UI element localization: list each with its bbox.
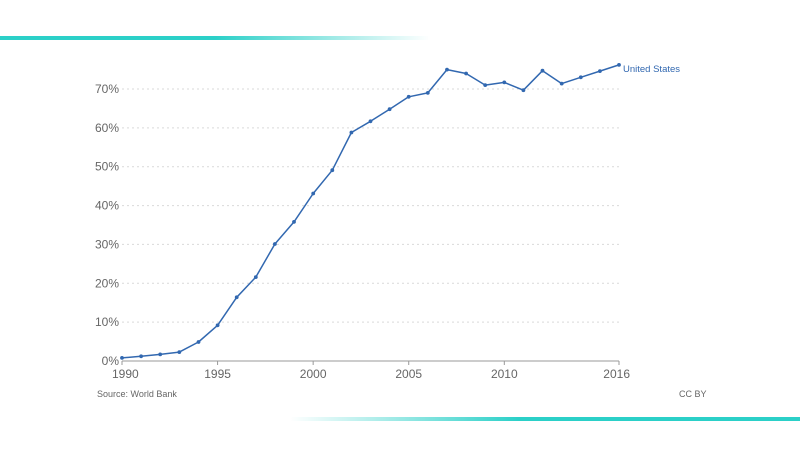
x-tick-label: 2000: [300, 367, 327, 381]
source-note: Source: World Bank: [97, 389, 177, 399]
data-point-2005: [406, 94, 411, 99]
x-tick-label: 1990: [112, 367, 139, 381]
gridlines: [122, 88, 619, 323]
y-tick-label: 10%: [95, 315, 119, 329]
series-label-united-states: United States: [623, 64, 680, 75]
data-point-2006: [425, 91, 430, 95]
data-point-1998: [273, 242, 277, 246]
data-point-1993: [177, 350, 182, 354]
y-tick-label: 60%: [95, 121, 119, 135]
data-point-2012: [540, 68, 545, 73]
x-tick-label: 1995: [204, 367, 231, 381]
data-point-2004: [387, 107, 392, 112]
y-tick-label: 0%: [102, 354, 120, 368]
data-point-2014: [578, 75, 583, 80]
y-tick-label: 40%: [95, 199, 119, 213]
data-point-2000: [311, 191, 316, 196]
data-point-2016: [617, 63, 621, 67]
x-tick-label: 2005: [395, 367, 422, 381]
data-point-2001: [330, 168, 335, 173]
data-point-2010: [502, 80, 507, 85]
bottom-accent-band: [290, 417, 800, 421]
y-tick-label: 70%: [95, 82, 119, 96]
axes: 0% 10% 20% 30% 40% 50% 60% 70% 1990 1995 2000 2005 2…: [95, 82, 630, 381]
data-point-1992: [158, 352, 163, 357]
data-point-2002: [349, 130, 354, 135]
x-tick-label: 2016: [603, 367, 630, 381]
data-point-2015: [598, 69, 602, 73]
data-point-1996: [234, 295, 239, 300]
y-tick-label: 20%: [95, 276, 119, 290]
data-point-1990: [120, 356, 124, 360]
x-tick-label: 2010: [491, 367, 518, 381]
data-point-1991: [139, 354, 144, 359]
data-point-2007: [445, 67, 449, 72]
data-point-2011: [521, 88, 526, 93]
series-united-states: United States: [120, 63, 680, 360]
y-tick-label: 30%: [95, 237, 119, 251]
data-point-2008: [464, 71, 468, 76]
data-point-1995: [215, 323, 220, 328]
data-point-2003: [368, 119, 373, 124]
series-line: [121, 64, 620, 359]
top-accent-band: [0, 36, 430, 40]
license-label: CC BY: [679, 389, 707, 399]
y-tick-label: 50%: [95, 160, 119, 174]
data-point-1994: [196, 340, 201, 344]
data-point-1997: [253, 275, 258, 279]
data-point-2009: [483, 83, 488, 87]
data-point-2013: [559, 81, 564, 86]
data-point-1999: [292, 220, 296, 224]
